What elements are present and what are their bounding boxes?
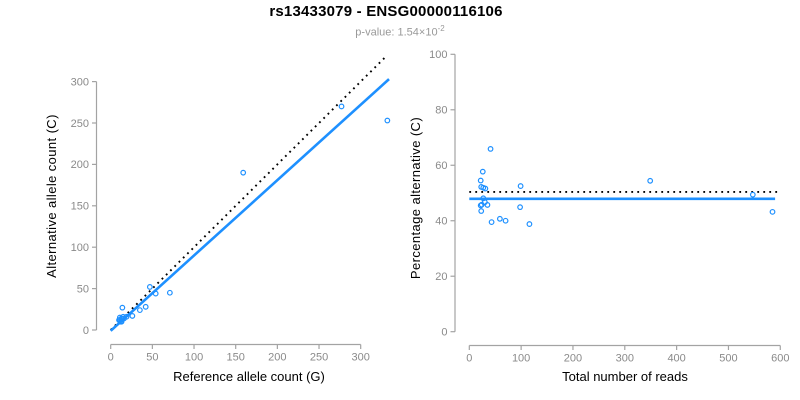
- x-tick-label: 150: [227, 352, 245, 364]
- data-point: [517, 183, 524, 189]
- x-tick-label: 50: [146, 352, 158, 364]
- p-value-text: p-value: 1.54×10: [355, 26, 438, 39]
- x-tick-label: 200: [268, 352, 286, 364]
- data-point: [152, 290, 159, 297]
- data-point: [120, 313, 127, 320]
- data-point: [146, 284, 153, 290]
- data-point: [384, 117, 391, 124]
- data-point: [484, 202, 491, 208]
- data-point: [119, 304, 126, 311]
- data-point: [496, 215, 503, 222]
- y-tick-label: 60: [435, 160, 447, 172]
- y-tick-label: 200: [71, 159, 89, 171]
- data-point: [487, 145, 494, 152]
- data-point: [240, 169, 247, 176]
- figure-title: rs13433079 - ENSG00000116106: [269, 3, 503, 20]
- y-tick-label: 300: [71, 76, 89, 88]
- x-tick-label: 100: [512, 353, 530, 365]
- y-tick-label: 80: [435, 105, 447, 117]
- data-point: [517, 204, 523, 211]
- x-axis-title: Total number of reads: [562, 369, 688, 384]
- y-tick-label: 100: [71, 242, 89, 254]
- data-point: [123, 313, 130, 320]
- y-axis-title: Alternative allele count (C): [44, 114, 59, 278]
- x-tick-label: 0: [108, 352, 114, 364]
- identity-line: [110, 54, 389, 331]
- data-point: [478, 208, 485, 214]
- y-tick-label: 100: [429, 49, 447, 61]
- data-point: [749, 191, 756, 198]
- data-point: [477, 177, 484, 184]
- data-point: [502, 217, 509, 224]
- data-point: [136, 307, 143, 314]
- data-point: [526, 221, 533, 227]
- y-tick-label: 0: [441, 327, 447, 339]
- data-point: [129, 313, 136, 319]
- data-point: [338, 103, 345, 110]
- y-tick-label: 20: [435, 271, 447, 283]
- x-tick-label: 600: [771, 353, 789, 365]
- y-tick-label: 0: [83, 325, 89, 337]
- data-point: [482, 185, 489, 192]
- x-tick-label: 300: [616, 353, 634, 365]
- x-tick-label: 200: [564, 353, 582, 365]
- x-axis-title: Reference allele count (G): [173, 369, 325, 384]
- p-value-exponent: -2: [437, 24, 445, 33]
- y-tick-label: 40: [435, 216, 447, 228]
- data-point: [488, 219, 495, 226]
- x-tick-label: 250: [310, 352, 328, 364]
- y-axis-title: Percentage alternative (C): [408, 117, 423, 279]
- x-tick-label: 400: [667, 353, 685, 365]
- y-tick-label: 50: [77, 283, 89, 295]
- y-tick-label: 150: [71, 201, 89, 213]
- x-tick-label: 300: [352, 352, 370, 364]
- data-point: [769, 208, 776, 215]
- x-tick-label: 100: [185, 352, 203, 364]
- x-tick-label: 0: [466, 353, 472, 365]
- fit-line: [109, 78, 390, 332]
- x-tick-label: 500: [719, 353, 737, 365]
- data-point: [116, 314, 123, 321]
- y-tick-label: 250: [71, 118, 89, 130]
- data-point: [479, 168, 486, 175]
- data-point: [166, 289, 173, 296]
- data-point: [647, 177, 654, 184]
- figure-subtitle: p-value: 1.54×10-2: [0, 24, 800, 39]
- data-point: [142, 303, 149, 310]
